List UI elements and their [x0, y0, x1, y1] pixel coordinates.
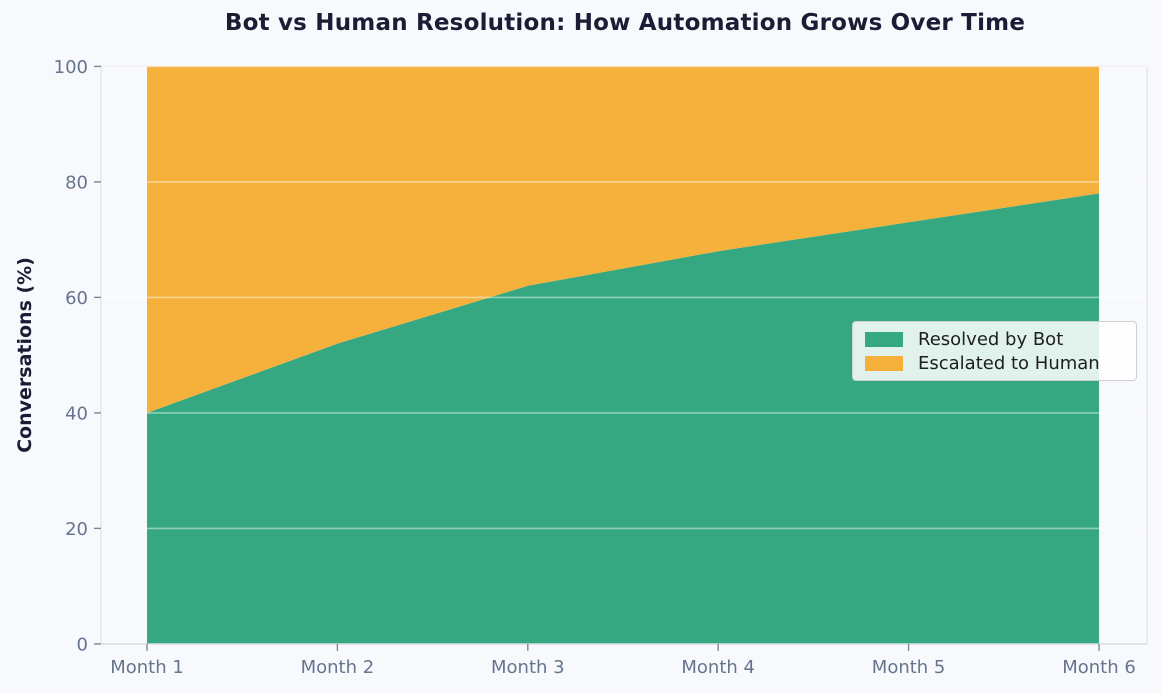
y-tick-label-20: 20 [65, 519, 88, 540]
area-series-resolved-by-bot [147, 193, 1099, 644]
x-tick-label-5: Month 5 [872, 657, 946, 678]
legend-swatch-icon [865, 355, 903, 371]
legend-entry: Escalated to Human [865, 351, 1126, 375]
legend-label: Escalated to Human [918, 352, 1100, 374]
x-tick-label-3: Month 3 [491, 657, 565, 678]
chart-title: Bot vs Human Resolution: How Automation … [224, 10, 1026, 36]
y-tick-label-40: 40 [65, 403, 88, 424]
legend: Resolved by Bot Escalated to Human [852, 321, 1137, 381]
y-axis-title: Conversations (%) [14, 257, 36, 453]
area-series-escalated-to-human [147, 66, 1099, 413]
x-tick-label-1: Month 1 [110, 657, 184, 678]
legend-swatch-icon [865, 331, 903, 347]
y-tick-label-80: 80 [65, 172, 88, 193]
legend-label: Resolved by Bot [918, 328, 1064, 350]
y-tick-label-0: 0 [77, 634, 88, 655]
x-tick-label-2: Month 2 [301, 657, 375, 678]
y-tick-label-100: 100 [54, 57, 88, 78]
x-tick-label-6: Month 6 [1062, 657, 1136, 678]
legend-entry: Resolved by Bot [865, 327, 1126, 351]
y-tick-label-60: 60 [65, 288, 88, 309]
x-tick-label-4: Month 4 [681, 657, 755, 678]
